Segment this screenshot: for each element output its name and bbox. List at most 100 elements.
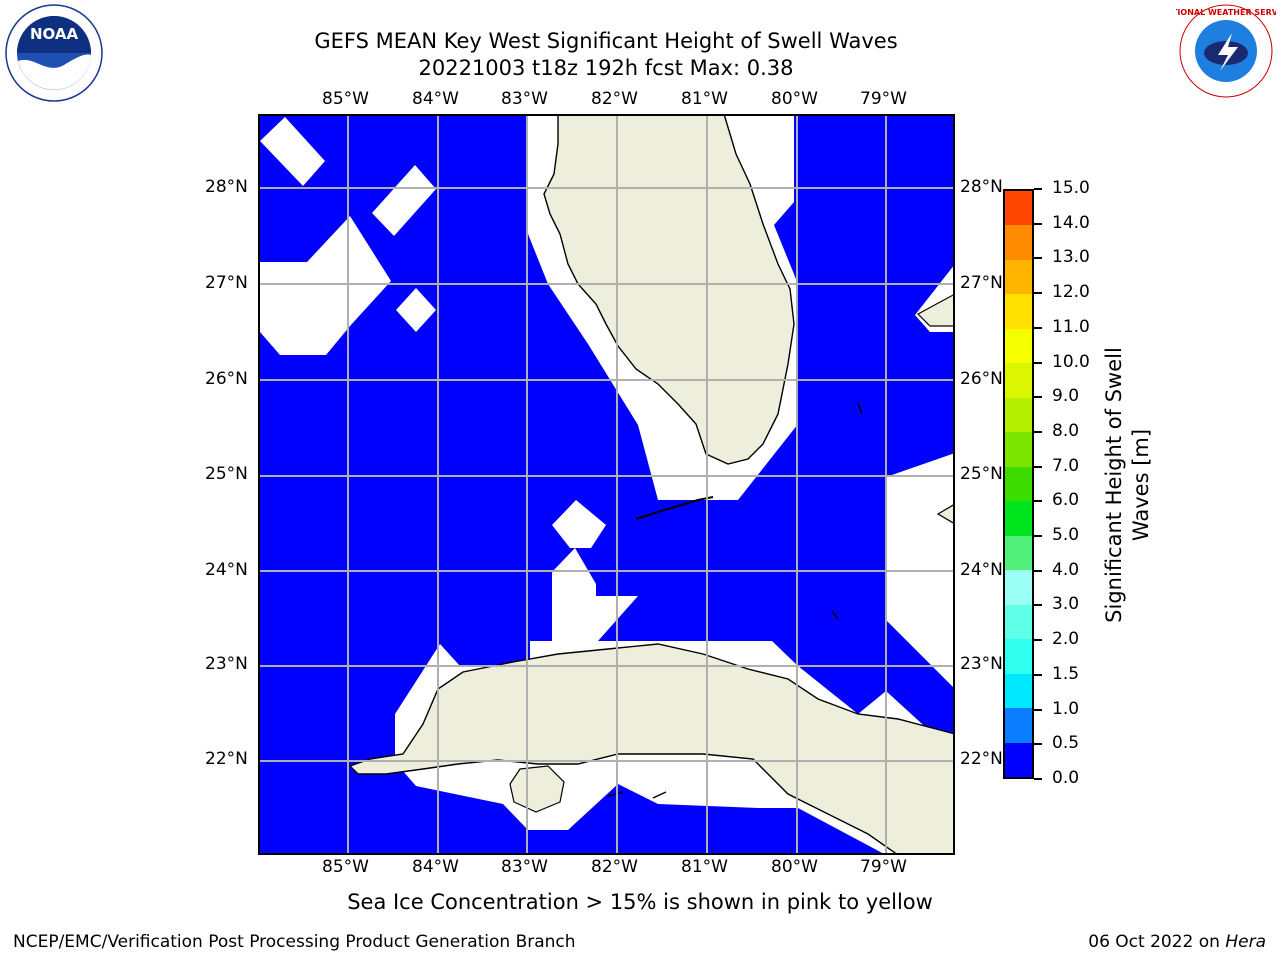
lon-label-bottom: 79°W: [860, 857, 907, 877]
colorbar-tick-mark: [1034, 188, 1042, 190]
colorbar-tick-label: 2.0: [1052, 629, 1080, 650]
colorbar-segment: [1005, 638, 1032, 674]
svg-text:NATIONAL WEATHER SERVICE: NATIONAL WEATHER SERVICE: [1176, 8, 1276, 17]
land-andros: [936, 503, 955, 525]
colorbar-segment: [1005, 362, 1032, 398]
lon-label-bottom: 85°W: [322, 857, 369, 877]
colorbar-tick-label: 1.0: [1052, 698, 1080, 719]
colorbar-tick-label: 7.0: [1052, 455, 1080, 476]
land-florida: [543, 114, 795, 465]
colorbar-tick-mark: [1034, 292, 1042, 295]
colorbar-tick-mark: [1034, 569, 1042, 572]
colorbar-tick-label: 11.0: [1052, 316, 1090, 337]
lon-label-top: 83°W: [501, 89, 548, 109]
chart-title: GEFS MEAN Key West Significant Height of…: [314, 29, 898, 53]
land-isla-juventud: [509, 765, 565, 813]
colorbar: [1003, 189, 1034, 779]
land-bahamas: [917, 293, 955, 327]
lon-label-top: 80°W: [771, 89, 818, 109]
lat-label-left: 24°N: [205, 560, 248, 580]
colorbar-tick-mark: [1034, 257, 1042, 260]
svg-text:NOAA: NOAA: [30, 25, 79, 43]
lat-label-left: 23°N: [205, 654, 248, 674]
footer-credit: NCEP/EMC/Verification Post Processing Pr…: [13, 932, 576, 952]
colorbar-segment: [1005, 190, 1032, 226]
lat-label-right: 23°N: [960, 654, 1003, 674]
colorbar-segment: [1005, 535, 1032, 571]
colorbar-tick-label: 1.5: [1052, 663, 1080, 684]
lon-label-top: 79°W: [860, 89, 907, 109]
lon-label-bottom: 83°W: [501, 857, 548, 877]
lat-label-left: 28°N: [205, 177, 248, 197]
colorbar-tick-label: 6.0: [1052, 490, 1080, 511]
lat-label-right: 27°N: [960, 273, 1003, 293]
colorbar-segment: [1005, 224, 1032, 260]
lon-label-top: 85°W: [322, 89, 369, 109]
graticule: [258, 114, 955, 855]
colorbar-tick-mark: [1034, 326, 1042, 329]
small-islands: [607, 402, 863, 799]
lat-label-right: 25°N: [960, 464, 1003, 484]
footer-date: 06 Oct 2022 on Hera: [1088, 932, 1266, 952]
noaa-logo: NOAA: [4, 3, 104, 103]
lon-label-bottom: 81°W: [681, 857, 728, 877]
lat-label-left: 26°N: [205, 369, 248, 389]
colorbar-tick-mark: [1034, 500, 1042, 503]
colorbar-tick-mark: [1034, 465, 1042, 468]
colorbar-label: Significant Height of Swell Waves [m]: [1102, 347, 1153, 623]
colorbar-tick-mark: [1034, 708, 1042, 711]
colorbar-tick-mark: [1034, 430, 1042, 433]
florida-keys: [635, 496, 714, 520]
nws-logo: NATIONAL WEATHER SERVICE: [1160, 3, 1280, 99]
colorbar-tick-label: 5.0: [1052, 525, 1080, 546]
chart-subtitle: 20221003 t18z 192h fcst Max: 0.38: [418, 56, 794, 80]
lon-label-top: 84°W: [412, 89, 459, 109]
colorbar-tick-label: 14.0: [1052, 212, 1090, 233]
colorbar-segment: [1005, 431, 1032, 467]
colorbar-tick-label: 13.0: [1052, 247, 1090, 268]
colorbar-tick-mark: [1034, 535, 1042, 538]
colorbar-segment: [1005, 742, 1032, 777]
lat-label-right: 26°N: [960, 369, 1003, 389]
colorbar-segment: [1005, 604, 1032, 640]
colorbar-segment: [1005, 328, 1032, 364]
colorbar-tick-label: 9.0: [1052, 386, 1080, 407]
lon-label-bottom: 82°W: [591, 857, 638, 877]
colorbar-tick-mark: [1034, 361, 1042, 364]
colorbar-tick-mark: [1034, 639, 1042, 642]
colorbar-tick-mark: [1034, 396, 1042, 399]
colorbar-tick-mark: [1034, 222, 1042, 225]
colorbar-segment: [1005, 707, 1032, 743]
lat-label-right: 28°N: [960, 177, 1003, 197]
colorbar-tick-mark: [1034, 778, 1042, 780]
lon-label-bottom: 84°W: [412, 857, 459, 877]
lat-label-right: 24°N: [960, 560, 1003, 580]
colorbar-segment: [1005, 293, 1032, 329]
colorbar-tick-label: 15.0: [1052, 178, 1090, 198]
footer-date-text: 06 Oct 2022 on: [1088, 932, 1226, 952]
colorbar-segment: [1005, 466, 1032, 502]
colorbar-tick-label: 12.0: [1052, 282, 1090, 303]
colorbar-tick-mark: [1034, 604, 1042, 607]
colorbar-segment: [1005, 500, 1032, 536]
colorbar-tick-label: 4.0: [1052, 559, 1080, 580]
lat-label-left: 25°N: [205, 464, 248, 484]
lon-label-top: 81°W: [681, 89, 728, 109]
colorbar-tick-mark: [1034, 673, 1042, 676]
colorbar-segment: [1005, 397, 1032, 433]
colorbar-tick-label: 10.0: [1052, 351, 1090, 372]
lat-label-left: 22°N: [205, 749, 248, 769]
lat-label-left: 27°N: [205, 273, 248, 293]
sea-ice-caption: Sea Ice Concentration > 15% is shown in …: [347, 890, 933, 914]
colorbar-tick-label: 8.0: [1052, 420, 1080, 441]
colorbar-tick-label: 0.5: [1052, 733, 1080, 754]
colorbar-segment: [1005, 259, 1032, 295]
colorbar-tick-label: 3.0: [1052, 594, 1080, 615]
colorbar-tick-mark: [1034, 743, 1042, 746]
map: [258, 114, 955, 855]
colorbar-tick-label: 0.0: [1052, 768, 1080, 788]
footer-host: Hera: [1225, 932, 1266, 952]
lon-label-top: 82°W: [591, 89, 638, 109]
colorbar-segment: [1005, 569, 1032, 605]
colorbar-segment: [1005, 673, 1032, 709]
